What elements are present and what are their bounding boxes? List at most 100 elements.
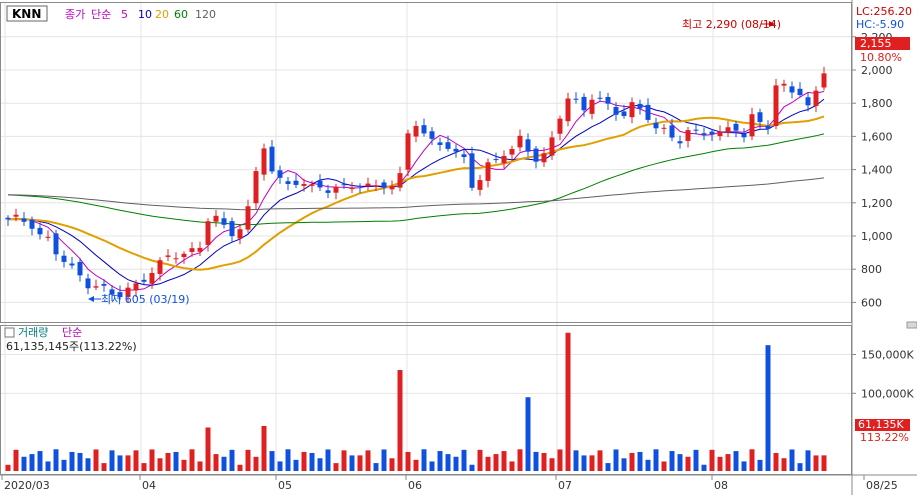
candle-body — [389, 186, 395, 190]
price-axis: 2,2002,0001,8001,6001,4001,2001,00080060… — [852, 31, 893, 309]
volume-bar — [389, 458, 395, 471]
candle-body — [277, 170, 283, 178]
volume-bar — [93, 449, 99, 471]
candle-body — [285, 181, 291, 184]
hc-label: HC:-5.90 — [856, 18, 904, 31]
volume-bar — [341, 450, 347, 471]
candle-body — [213, 215, 219, 222]
volume-bar — [125, 455, 131, 471]
candle-body — [597, 97, 603, 99]
current-price-box — [855, 37, 910, 50]
symbol-box[interactable] — [6, 5, 48, 22]
volume-bar — [437, 451, 443, 471]
candle-body — [557, 118, 563, 134]
volume-bar — [197, 461, 203, 471]
volume-bar — [397, 370, 403, 471]
panel-splitter-handle[interactable] — [906, 321, 917, 329]
candle-body — [517, 135, 523, 148]
volume-bar — [469, 464, 475, 471]
volume-bar — [701, 464, 707, 471]
volume-bar — [669, 451, 675, 471]
volume-bar — [261, 425, 267, 471]
lc-label: LC:256.20 — [856, 5, 912, 18]
candle-body — [573, 98, 579, 100]
volume-bar — [541, 452, 547, 471]
candle-body — [805, 97, 811, 106]
ma-5-label[interactable]: 5 — [121, 8, 128, 21]
candle-body — [229, 221, 235, 237]
volume-bar — [725, 454, 731, 471]
candle-body — [605, 96, 611, 104]
candle-body — [109, 289, 115, 295]
volume-bar — [781, 458, 787, 471]
volume-bar — [189, 449, 195, 471]
price-tick-label: 800 — [861, 263, 882, 276]
volume-bar — [789, 449, 795, 471]
volume-bar — [629, 452, 635, 471]
candle-body — [253, 171, 259, 204]
date-tick-label: 06 — [408, 479, 422, 492]
volume-bar — [117, 455, 123, 471]
volume-bar — [173, 451, 179, 471]
volume-bar — [581, 455, 587, 471]
candle-body — [525, 139, 531, 152]
volume-bar — [501, 451, 507, 471]
volume-bar — [205, 427, 211, 471]
ma-60-label[interactable]: 60 — [174, 8, 188, 21]
candle-body — [493, 159, 499, 161]
volume-bar — [509, 461, 515, 471]
candle-body — [621, 111, 627, 116]
candle-body — [429, 131, 435, 139]
volume-bar — [181, 459, 187, 471]
candle-body — [309, 184, 315, 186]
date-tick-label: 08 — [714, 479, 728, 492]
volume-bar — [573, 450, 579, 471]
volume-bar — [229, 449, 235, 471]
candle-body — [405, 133, 411, 170]
ma-20-label[interactable]: 20 — [155, 8, 169, 21]
candle-body — [125, 287, 131, 297]
volume-bar — [333, 463, 339, 471]
ma-10-label[interactable]: 10 — [138, 8, 152, 21]
candle-body — [645, 104, 651, 120]
candle-body — [397, 173, 403, 188]
volume-bars — [5, 332, 827, 471]
candle-body — [469, 153, 475, 188]
volume-bar — [109, 450, 115, 471]
volume-bar — [733, 451, 739, 471]
volume-panel-toggle[interactable] — [4, 327, 15, 338]
ma-120-line — [7, 177, 825, 211]
volume-bar — [677, 454, 683, 471]
candle-body — [21, 218, 27, 222]
volume-bar — [45, 461, 51, 471]
volume-bar — [757, 459, 763, 471]
price-tick-label: 1,000 — [861, 230, 893, 243]
volume-bar — [301, 451, 307, 471]
volume-bar — [613, 449, 619, 471]
volume-title: 거래량 — [18, 326, 48, 339]
candle-body — [725, 127, 731, 133]
volume-bar — [797, 463, 803, 471]
volume-bar — [821, 455, 827, 471]
candle-body — [373, 185, 379, 187]
current-volume-ratio: 113.22% — [860, 431, 909, 444]
volume-value-label: 61,135,145주(113.22%) — [6, 340, 137, 353]
high-arrow-head — [769, 21, 775, 27]
price-tick-label: 1,800 — [861, 97, 893, 110]
candle-body — [205, 221, 211, 245]
ma-120-label[interactable]: 120 — [195, 8, 216, 21]
volume-bar — [309, 452, 315, 471]
price-tick-label: 1,600 — [861, 130, 893, 143]
volume-bar — [597, 450, 603, 471]
date-axis: 2020/03 04 05 06 07 08 08/25 — [0, 474, 917, 492]
candle-body — [149, 272, 155, 284]
candle-body — [165, 255, 171, 257]
volume-bar — [557, 449, 563, 471]
volume-bar — [693, 449, 699, 471]
volume-bar — [565, 332, 571, 471]
candle-body — [749, 114, 755, 137]
candle-body — [533, 148, 539, 162]
candle-body — [565, 98, 571, 122]
candle-body — [317, 180, 323, 188]
